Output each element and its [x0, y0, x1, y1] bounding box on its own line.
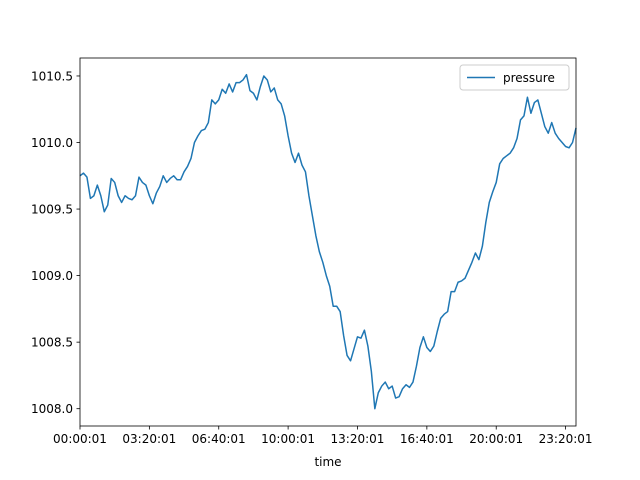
y-tick-label: 1009.5 [31, 203, 73, 217]
y-tick-label: 1008.0 [31, 402, 73, 416]
y-tick-label: 1009.0 [31, 269, 73, 283]
x-tick-label: 20:00:01 [469, 432, 523, 446]
line-series [79, 73, 577, 410]
legend-box [459, 64, 570, 91]
x-tick-label: 10:00:01 [261, 432, 315, 446]
x-tick-label: 13:20:01 [331, 432, 385, 446]
x-tick-label: 16:40:01 [400, 432, 454, 446]
y-tick-label: 1008.5 [31, 336, 73, 350]
x-axis-label: time [314, 455, 341, 469]
y-tick-label: 1010.0 [31, 136, 73, 150]
y-tick-label: 1010.5 [31, 69, 73, 83]
x-tick-label: 03:20:01 [122, 432, 176, 446]
legend-label: pressure [503, 71, 555, 85]
axes-frame [79, 57, 577, 427]
x-tick-label: 06:40:01 [192, 432, 246, 446]
x-tick-label: 00:00:01 [53, 432, 107, 446]
x-tick-label: 23:20:01 [539, 432, 593, 446]
